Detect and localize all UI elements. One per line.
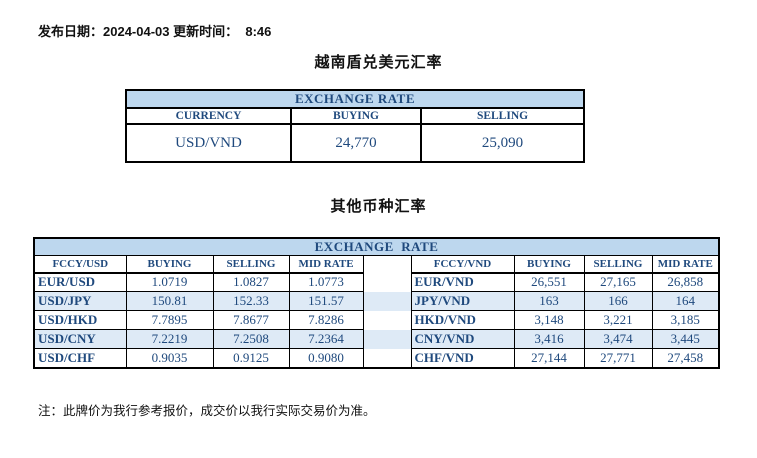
- table-row: USD/VND 24,770 25,090: [125, 123, 586, 163]
- spacer-cell: [362, 329, 412, 349]
- selling-rate-cell: 25,090: [419, 123, 586, 163]
- currency-pair-cell: EUR/VND: [410, 272, 515, 292]
- rate-cell: 0.9080: [288, 348, 364, 368]
- publish-date-label: 发布日期：: [38, 24, 104, 39]
- spacer-cell: [362, 272, 412, 292]
- column-header-row: FCCY/USD BUYING SELLING MID RATE FCCY/VN…: [33, 255, 720, 274]
- update-time-label: 更新时间：: [169, 24, 239, 39]
- rate-cell: 166: [583, 291, 653, 311]
- mid-rate-column-header: MID RATE: [651, 255, 720, 274]
- buying-rate-cell: 24,770: [290, 123, 422, 163]
- selling-column-header: SELLING: [583, 255, 653, 274]
- rate-cell: 164: [651, 291, 720, 311]
- rate-cell: 3,416: [513, 329, 585, 349]
- rate-cell: 26,551: [513, 272, 585, 292]
- selling-column-header: SELLING: [212, 255, 290, 274]
- rate-cell: 7.2508: [212, 329, 290, 349]
- currency-pair-cell: USD/CHF: [33, 348, 127, 368]
- usd-vnd-rate-table: EXCHANGE RATE CURRENCY BUYING SELLING US…: [124, 89, 586, 163]
- table-row: USD/CNY 7.2219 7.2508 7.2364 CNY/VND 3,4…: [33, 329, 720, 349]
- buying-column-header: BUYING: [290, 107, 422, 125]
- selling-column-header: SELLING: [419, 107, 586, 125]
- spacer-cell: [362, 291, 412, 311]
- rate-cell: 163: [513, 291, 585, 311]
- rate-cell: 7.8677: [212, 310, 290, 330]
- mid-rate-column-header: MID RATE: [288, 255, 364, 274]
- rate-cell: 151.57: [288, 291, 364, 311]
- currency-pair-cell: CHF/VND: [410, 348, 515, 368]
- table-row: USD/JPY 150.81 152.33 151.57 JPY/VND 163…: [33, 291, 720, 311]
- rate-cell: 7.2219: [125, 329, 214, 349]
- publish-date-value: 2024-04-03: [103, 24, 170, 39]
- currency-pair-cell: USD/VND: [125, 123, 292, 163]
- currency-pair-cell: JPY/VND: [410, 291, 515, 311]
- rate-cell: 152.33: [212, 291, 290, 311]
- currency-pair-cell: USD/HKD: [33, 310, 127, 330]
- other-currencies-section-title: 其他币种汇率: [330, 198, 427, 215]
- rate-cell: 26,858: [651, 272, 720, 292]
- table-row: USD/HKD 7.7895 7.8677 7.8286 HKD/VND 3,1…: [33, 310, 720, 330]
- rate-cell: 7.2364: [288, 329, 364, 349]
- rate-cell: 3,185: [651, 310, 720, 330]
- fccy-vnd-column-header: FCCY/VND: [410, 255, 515, 274]
- currency-pair-cell: HKD/VND: [410, 310, 515, 330]
- exchange-rate-banner: EXCHANGE RATE: [124, 89, 586, 109]
- rate-cell: 27,144: [513, 348, 585, 368]
- usd-vnd-section-title: 越南盾兑美元汇率: [314, 54, 443, 71]
- update-time-value: 8:46: [238, 24, 272, 39]
- currency-column-header: CURRENCY: [125, 107, 292, 125]
- exchange-rate-banner: EXCHANGE RATE: [33, 237, 720, 256]
- rate-cell: 1.0719: [125, 272, 214, 292]
- currency-pair-cell: CNY/VND: [410, 329, 515, 349]
- rate-cell: 3,221: [583, 310, 653, 330]
- currency-pair-cell: USD/CNY: [33, 329, 127, 349]
- rate-cell: 0.9125: [212, 348, 290, 368]
- table-row: EUR/USD 1.0719 1.0827 1.0773 EUR/VND 26,…: [33, 272, 720, 292]
- rate-cell: 1.0827: [212, 272, 290, 292]
- disclaimer-note: 注：此牌价为我行参考报价，成交价以我行实际交易价为准。: [38, 404, 376, 418]
- rate-cell: 150.81: [125, 291, 214, 311]
- spacer-cell: [362, 348, 412, 368]
- rate-cell: 3,148: [513, 310, 585, 330]
- rate-cell: 7.8286: [288, 310, 364, 330]
- buying-column-header: BUYING: [125, 255, 214, 274]
- rate-cell: 3,445: [651, 329, 720, 349]
- fccy-usd-column-header: FCCY/USD: [33, 255, 127, 274]
- rate-cell: 0.9035: [125, 348, 214, 368]
- currency-pair-cell: USD/JPY: [33, 291, 127, 311]
- rate-cell: 27,771: [583, 348, 653, 368]
- table-row: USD/CHF 0.9035 0.9125 0.9080 CHF/VND 27,…: [33, 348, 720, 368]
- cross-rate-table: EXCHANGE RATE FCCY/USD BUYING SELLING MI…: [33, 237, 721, 369]
- rate-cell: 27,458: [651, 348, 720, 368]
- rate-cell: 7.7895: [125, 310, 214, 330]
- spacer-cell: [362, 310, 412, 330]
- buying-column-header: BUYING: [513, 255, 585, 274]
- spacer-column: [362, 255, 412, 273]
- rate-cell: 27,165: [583, 272, 653, 292]
- rate-cell: 3,474: [583, 329, 653, 349]
- column-header-row: CURRENCY BUYING SELLING: [125, 107, 586, 125]
- publish-update-line: 发布日期：2024-04-03 更新时间： 8:46: [38, 21, 271, 40]
- currency-pair-cell: EUR/USD: [33, 272, 127, 292]
- rate-cell: 1.0773: [288, 272, 364, 292]
